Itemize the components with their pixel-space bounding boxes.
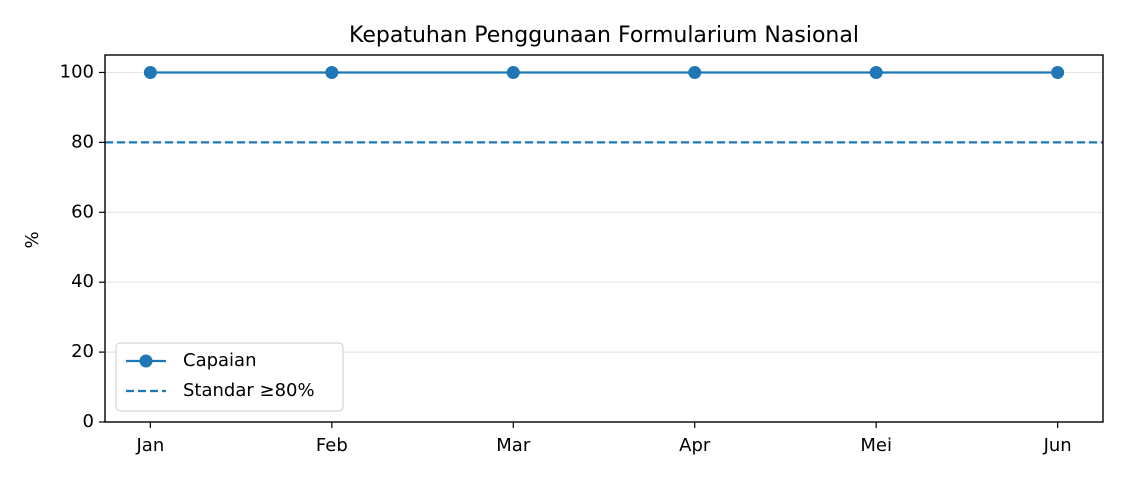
legend-marker [139, 354, 153, 368]
y-tick-label: 100 [60, 61, 94, 82]
data-point [506, 65, 520, 79]
data-point [688, 65, 702, 79]
x-tick-label: Apr [679, 435, 711, 456]
plot-frame [104, 54, 1104, 423]
data-point [1051, 65, 1065, 79]
x-tick-label: Jun [1043, 435, 1072, 456]
y-axis-label: % [22, 231, 43, 248]
x-tick-label: Mar [496, 435, 531, 456]
y-tick-label: 60 [71, 201, 94, 222]
x-tick-label: Feb [316, 435, 348, 456]
y-tick-label: 20 [71, 341, 94, 362]
data-point [143, 65, 157, 79]
legend-label: Standar ≥80% [183, 380, 315, 401]
chart-title: Kepatuhan Penggunaan Formularium Nasiona… [349, 23, 859, 48]
data-point [869, 65, 883, 79]
y-tick-label: 40 [71, 271, 94, 292]
legend-label: Capaian [183, 350, 257, 371]
y-tick-label: 80 [71, 131, 94, 152]
data-point [325, 65, 339, 79]
x-tick-label: Jan [135, 435, 164, 456]
legend-box [115, 342, 344, 412]
y-tick-label: 0 [83, 411, 94, 432]
legend: Capaian Standar ≥80% [115, 342, 344, 412]
x-tick-label: Mei [860, 435, 892, 456]
